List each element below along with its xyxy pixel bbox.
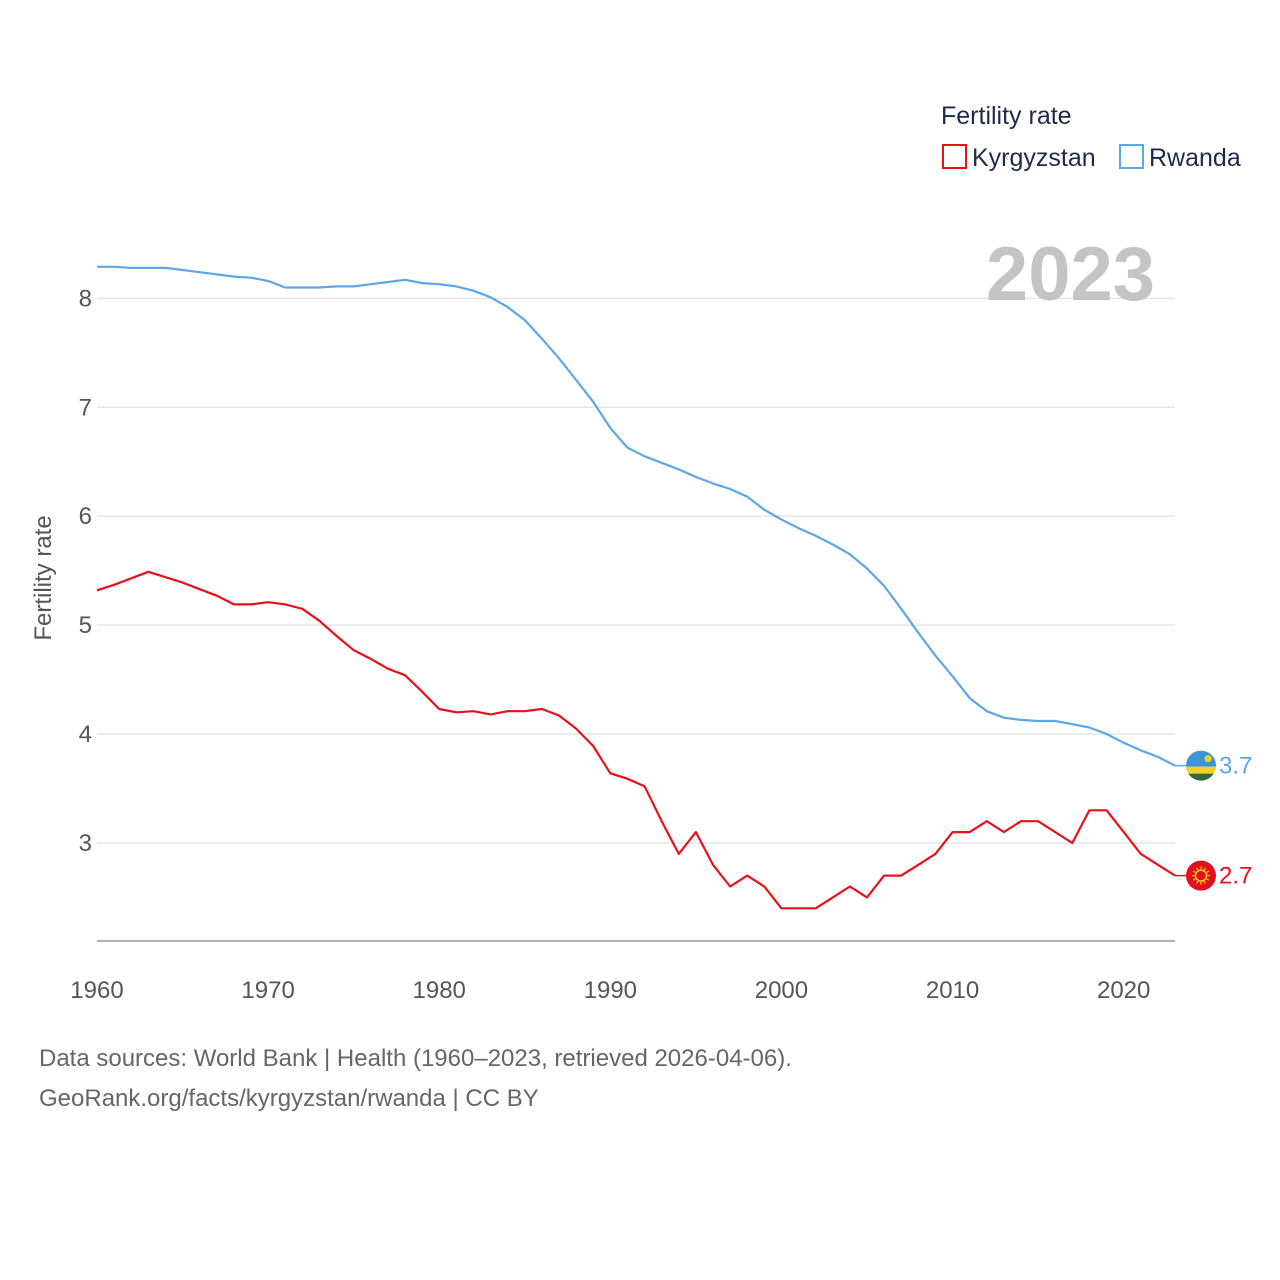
year-label: 2023 — [986, 232, 1155, 317]
end-markers: 2.7 3.7 — [1175, 750, 1252, 891]
series-line-kyrgyzstan[interactable] — [96, 570, 1176, 910]
kyrgyzstan-flag-icon — [1186, 860, 1216, 891]
footer-source: Data sources: World Bank | Health (1960–… — [39, 1045, 792, 1072]
series-lines — [96, 265, 1176, 910]
series-line-rwanda[interactable] — [97, 265, 1176, 767]
x-tick-label: 1960 — [70, 977, 123, 1004]
legend-item-kyrgyzstan[interactable]: Kyrgyzstan — [942, 144, 1096, 172]
y-tick-label: 5 — [79, 612, 92, 639]
y-tick-label: 6 — [79, 503, 92, 530]
grid-lines — [97, 297, 1175, 844]
rwanda-flag-icon — [1186, 750, 1216, 781]
legend-title: Fertility rate — [941, 102, 1072, 130]
y-tick-label: 4 — [79, 721, 92, 748]
legend-swatch-rwanda — [1119, 144, 1144, 169]
footer-credit[interactable]: GeoRank.org/facts/kyrgyzstan/rwanda | CC… — [39, 1085, 539, 1112]
legend-item-rwanda[interactable]: Rwanda — [1119, 144, 1241, 172]
end-label-kyrgyzstan: 2.7 — [1219, 863, 1252, 890]
end-label-rwanda: 3.7 — [1219, 753, 1252, 780]
x-tick-label: 2010 — [926, 977, 979, 1004]
x-tick-label: 2020 — [1097, 977, 1150, 1004]
legend-label-kyrgyzstan: Kyrgyzstan — [972, 144, 1096, 172]
y-tick-label: 8 — [79, 285, 92, 312]
y-axis-title: Fertility rate — [30, 515, 57, 640]
y-axis-ticks: 3 4 5 6 7 8 — [79, 285, 92, 857]
x-tick-label: 2000 — [755, 977, 808, 1004]
y-tick-label: 7 — [79, 394, 92, 421]
legend-swatch-kyrgyzstan — [942, 144, 967, 169]
x-axis-ticks: 1960 1970 1980 1990 2000 2010 2020 — [70, 977, 1150, 1004]
x-tick-label: 1980 — [413, 977, 466, 1004]
x-tick-label: 1970 — [241, 977, 294, 1004]
legend[interactable]: Fertility rate Kyrgyzstan Rwanda — [941, 102, 1241, 172]
legend-label-rwanda: Rwanda — [1149, 144, 1241, 172]
y-tick-label: 3 — [79, 830, 92, 857]
x-tick-label: 1990 — [584, 977, 637, 1004]
